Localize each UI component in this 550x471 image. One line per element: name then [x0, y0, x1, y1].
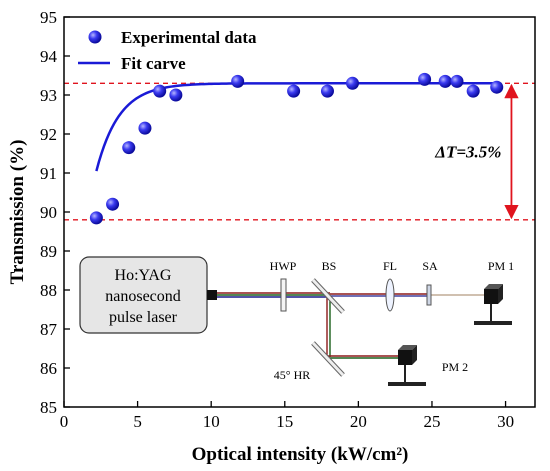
x-axis-title: Optical intensity (kW/cm²) [192, 444, 409, 465]
hwp-plate [280, 278, 287, 312]
data-point [122, 141, 136, 155]
y-tick-label: 86 [40, 359, 57, 378]
data-point [490, 80, 504, 94]
y-tick-label: 92 [40, 125, 57, 144]
y-tick-label: 95 [40, 8, 57, 27]
focusing-lens [385, 278, 395, 312]
y-tick-label: 87 [40, 320, 58, 339]
legend-label-fit: Fit carve [121, 54, 186, 73]
delta-t-label: ΔT=3.5% [434, 143, 501, 162]
data-point [169, 88, 183, 102]
y-tick-label: 88 [40, 281, 57, 300]
y-axis-ticks: 85 86 87 88 89 90 91 92 93 94 95 [40, 8, 70, 417]
legend-marker-experimental [88, 30, 102, 44]
legend-label-experimental: Experimental data [121, 28, 257, 47]
laser-label-line-1: Ho:YAG [115, 267, 172, 284]
y-tick-label: 91 [40, 164, 57, 183]
data-point [418, 72, 432, 86]
legend: Experimental data Fit carve [78, 28, 257, 73]
label-pm1: PM 1 [488, 259, 514, 273]
laser-label-line-3: pulse laser [109, 309, 178, 326]
data-point [466, 84, 480, 98]
power-meter-2 [388, 345, 426, 386]
sa-sample [426, 284, 432, 306]
x-tick-label: 25 [423, 412, 440, 431]
data-point [153, 84, 167, 98]
hr-mirror-face [311, 341, 345, 377]
label-pm2: PM 2 [442, 360, 468, 374]
x-tick-label: 15 [276, 412, 293, 431]
label-fl: FL [383, 259, 397, 273]
data-points-layer [89, 72, 504, 225]
x-tick-label: 5 [133, 412, 142, 431]
y-axis-title: Transmission (%) [7, 140, 28, 285]
y-tick-label: 89 [40, 242, 57, 261]
x-tick-label: 20 [350, 412, 367, 431]
label-hr: 45° HR [274, 368, 310, 382]
delta-t-annotation: ΔT=3.5% [434, 83, 519, 220]
data-point [106, 197, 120, 211]
data-point [89, 211, 103, 225]
label-hwp: HWP [270, 259, 297, 273]
y-tick-label: 90 [40, 203, 57, 222]
x-tick-label: 10 [203, 412, 220, 431]
y-tick-label: 94 [40, 47, 58, 66]
x-tick-label: 0 [60, 412, 69, 431]
data-point [438, 74, 452, 88]
label-sa: SA [422, 259, 438, 273]
laser-aperture [207, 290, 217, 300]
y-tick-label: 85 [40, 398, 57, 417]
power-meter-1 [474, 284, 512, 325]
data-point [345, 76, 359, 90]
label-bs: BS [322, 259, 337, 273]
data-point [320, 84, 334, 98]
y-tick-label: 93 [40, 86, 57, 105]
plot-frame [63, 16, 536, 408]
experimental-setup-diagram: Ho:YAG nanosecond pulse laser [79, 256, 514, 386]
data-point [231, 74, 245, 88]
bs-mirror-face [311, 278, 345, 314]
laser-label-line-2: nanosecond [105, 288, 181, 305]
data-point [138, 121, 152, 135]
data-point [287, 84, 301, 98]
x-tick-label: 30 [497, 412, 514, 431]
data-point [450, 74, 464, 88]
x-axis-ticks: 0 5 10 15 20 25 30 [60, 401, 514, 431]
